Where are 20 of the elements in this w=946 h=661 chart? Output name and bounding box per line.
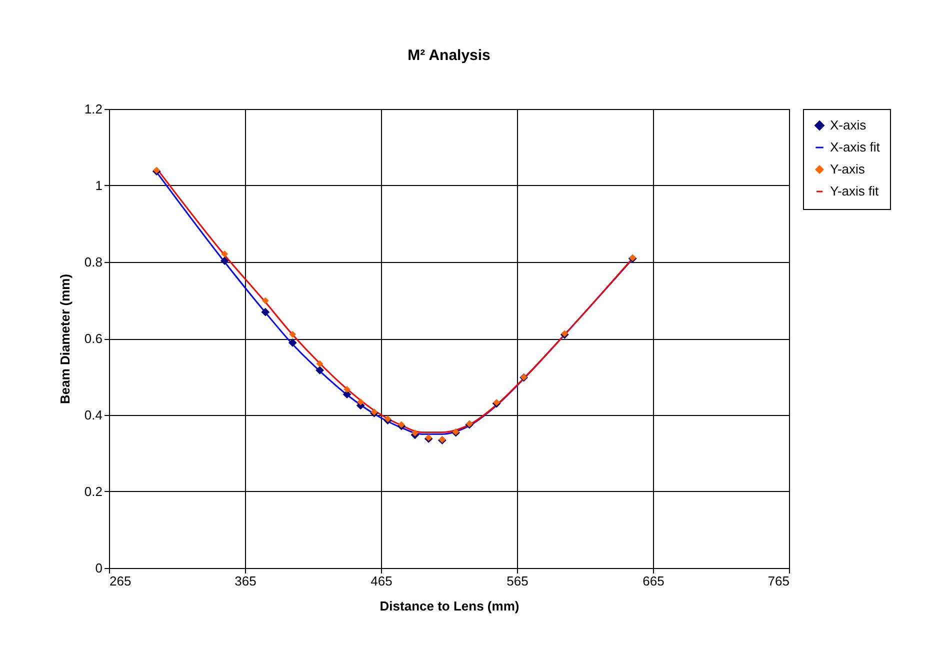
y-tick-label: 1.2: [84, 102, 102, 116]
y-tick-label: 0.4: [84, 408, 102, 422]
y-tick-label: 0: [95, 560, 102, 576]
y-tick-label: 0.2: [84, 484, 102, 499]
legend-label: X-axis: [830, 118, 867, 132]
x-axis-title: Distance to Lens (mm): [380, 598, 520, 614]
x-tick-label: 265: [110, 574, 132, 588]
legend-label: Y-axis: [830, 162, 866, 176]
y-tick-label: 0.6: [84, 331, 102, 346]
legend-label: Y-axis fit: [830, 184, 880, 198]
legend-label: X-axis fit: [830, 140, 880, 154]
x-tick-label: 365: [234, 574, 256, 588]
x-tick-label: 565: [506, 574, 528, 588]
chart-title: M² Analysis: [408, 47, 490, 64]
y-tick-label: 0.8: [84, 254, 102, 270]
y-tick-label: 1: [95, 178, 102, 193]
x-tick-label: 665: [642, 574, 664, 588]
y-axis-title: Beam Diameter (mm): [57, 274, 72, 404]
x-tick-label: 765: [768, 574, 790, 588]
x-tick-label: 465: [370, 574, 392, 588]
